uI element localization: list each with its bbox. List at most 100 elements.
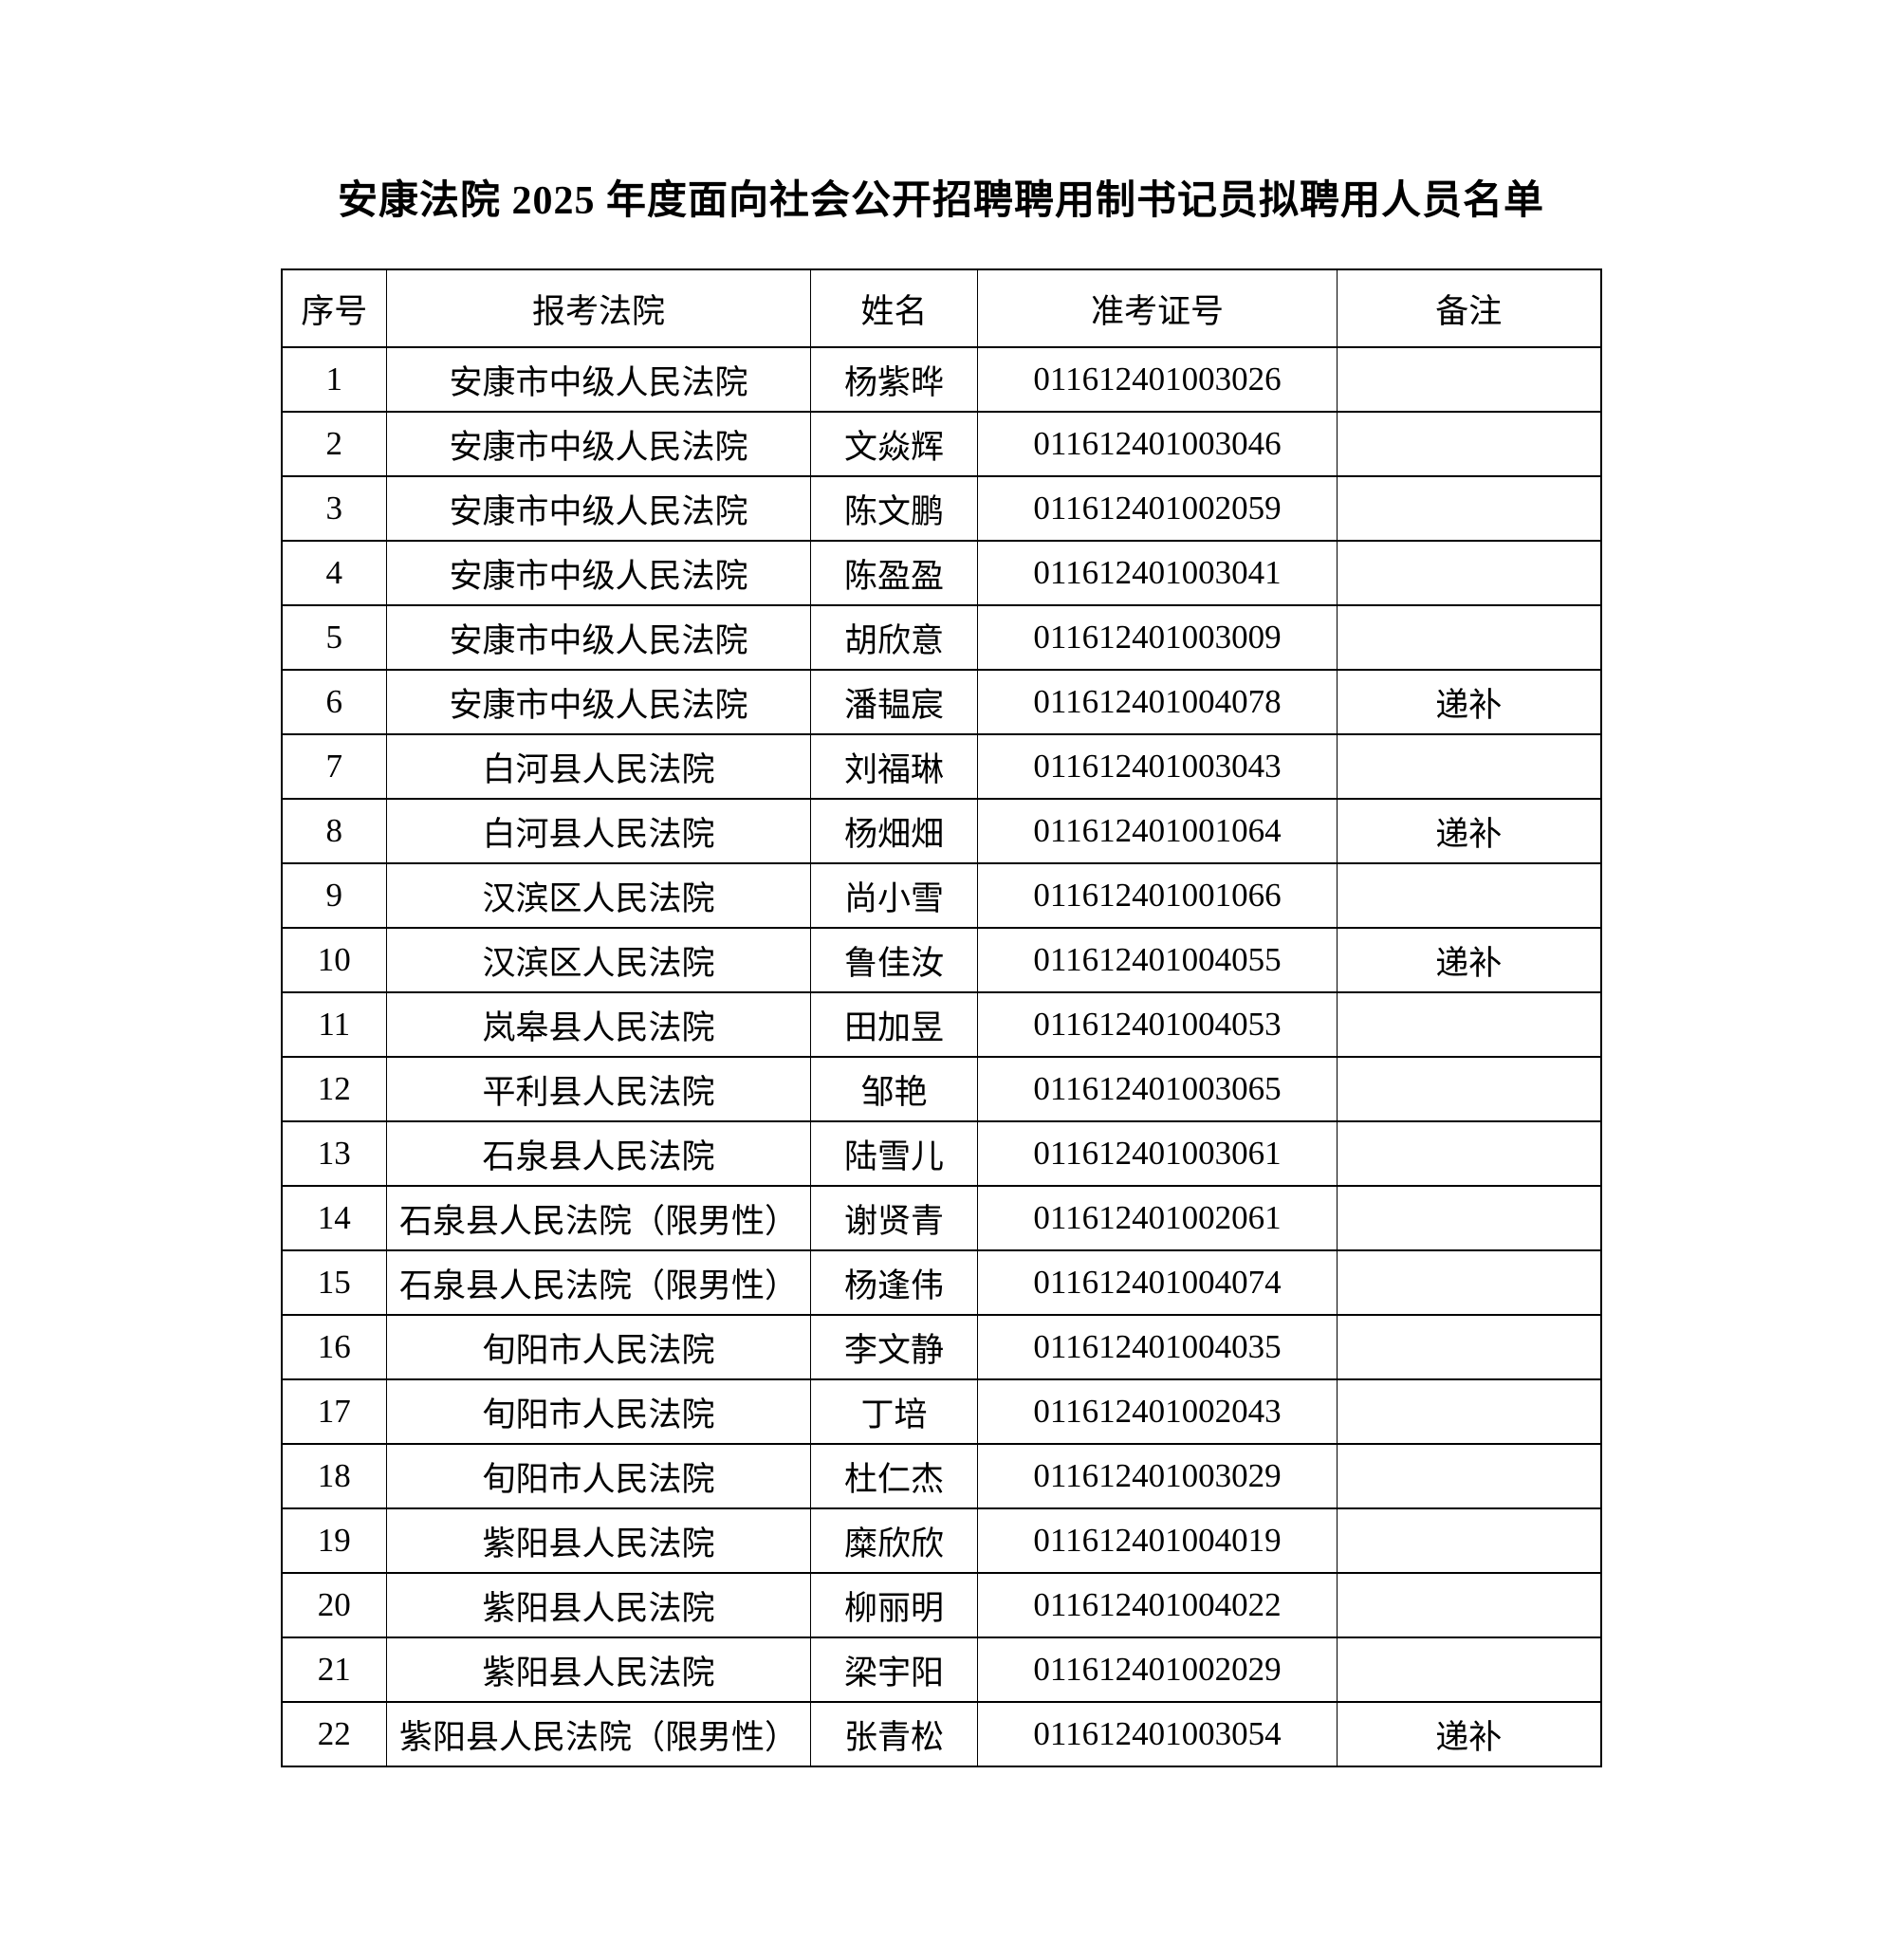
- cell-remark: [1337, 1378, 1601, 1445]
- cell-ticket: 011612401003046: [977, 411, 1338, 477]
- cell-no: 16: [281, 1314, 387, 1380]
- cell-ticket: 011612401001066: [977, 862, 1338, 929]
- cell-name: 李文静: [810, 1314, 978, 1380]
- cell-ticket: 011612401004053: [977, 991, 1338, 1058]
- cell-court: 汉滨区人民法院: [386, 862, 811, 929]
- cell-no: 4: [281, 540, 387, 606]
- table-row: 2 安康市中级人民法院 文焱辉 011612401003046: [281, 411, 1601, 477]
- table-row: 17 旬阳市人民法院 丁培 011612401002043: [281, 1378, 1601, 1445]
- table-row: 10 汉滨区人民法院 鲁佳汝 011612401004055 递补: [281, 927, 1601, 993]
- cell-no: 19: [281, 1507, 387, 1574]
- cell-court: 岚皋县人民法院: [386, 991, 811, 1058]
- cell-no: 21: [281, 1636, 387, 1703]
- table-row: 7 白河县人民法院 刘福琳 011612401003043: [281, 733, 1601, 800]
- cell-remark: [1337, 540, 1601, 606]
- cell-court: 安康市中级人民法院: [386, 669, 811, 735]
- cell-court: 旬阳市人民法院: [386, 1378, 811, 1445]
- cell-ticket: 011612401003009: [977, 604, 1338, 671]
- cell-court: 安康市中级人民法院: [386, 411, 811, 477]
- cell-remark: [1337, 1120, 1601, 1187]
- cell-court: 紫阳县人民法院（限男性）: [386, 1701, 811, 1767]
- cell-name: 杜仁杰: [810, 1443, 978, 1509]
- cell-ticket: 011612401002043: [977, 1378, 1338, 1445]
- cell-court: 安康市中级人民法院: [386, 346, 811, 413]
- cell-ticket: 011612401004078: [977, 669, 1338, 735]
- cell-name: 胡欣意: [810, 604, 978, 671]
- cell-name: 丁培: [810, 1378, 978, 1445]
- cell-name: 糜欣欣: [810, 1507, 978, 1574]
- cell-court: 石泉县人民法院（限男性）: [386, 1185, 811, 1251]
- cell-name: 张青松: [810, 1701, 978, 1767]
- cell-no: 2: [281, 411, 387, 477]
- cell-court: 安康市中级人民法院: [386, 475, 811, 542]
- cell-no: 15: [281, 1249, 387, 1316]
- table-row: 3 安康市中级人民法院 陈文鹏 011612401002059: [281, 475, 1601, 542]
- cell-remark: 递补: [1337, 798, 1601, 864]
- cell-court: 汉滨区人民法院: [386, 927, 811, 993]
- cell-name: 谢贤青: [810, 1185, 978, 1251]
- cell-no: 17: [281, 1378, 387, 1445]
- cell-no: 9: [281, 862, 387, 929]
- cell-ticket: 011612401003041: [977, 540, 1338, 606]
- table-row: 22 紫阳县人民法院（限男性） 张青松 011612401003054 递补: [281, 1701, 1601, 1767]
- cell-court: 安康市中级人民法院: [386, 604, 811, 671]
- cell-remark: 递补: [1337, 669, 1601, 735]
- cell-court: 紫阳县人民法院: [386, 1572, 811, 1638]
- cell-remark: [1337, 411, 1601, 477]
- table-row: 11 岚皋县人民法院 田加昱 011612401004053: [281, 991, 1601, 1058]
- cell-court: 旬阳市人民法院: [386, 1314, 811, 1380]
- cell-name: 潘韫宸: [810, 669, 978, 735]
- cell-no: 8: [281, 798, 387, 864]
- cell-ticket: 011612401003054: [977, 1701, 1338, 1767]
- cell-court: 安康市中级人民法院: [386, 540, 811, 606]
- cell-court: 旬阳市人民法院: [386, 1443, 811, 1509]
- cell-ticket: 011612401004019: [977, 1507, 1338, 1574]
- cell-remark: [1337, 1443, 1601, 1509]
- cell-no: 13: [281, 1120, 387, 1187]
- cell-no: 7: [281, 733, 387, 800]
- cell-ticket: 011612401003026: [977, 346, 1338, 413]
- table-header-row: 序号 报考法院 姓名 准考证号 备注: [281, 268, 1601, 348]
- cell-remark: [1337, 991, 1601, 1058]
- cell-no: 3: [281, 475, 387, 542]
- table-row: 13 石泉县人民法院 陆雪儿 011612401003061: [281, 1120, 1601, 1187]
- cell-court: 平利县人民法院: [386, 1056, 811, 1122]
- cell-name: 田加昱: [810, 991, 978, 1058]
- cell-name: 邹艳: [810, 1056, 978, 1122]
- cell-ticket: 011612401002029: [977, 1636, 1338, 1703]
- cell-no: 5: [281, 604, 387, 671]
- cell-ticket: 011612401001064: [977, 798, 1338, 864]
- header-ticket: 准考证号: [977, 268, 1338, 348]
- cell-remark: [1337, 475, 1601, 542]
- header-remark: 备注: [1337, 268, 1601, 348]
- table-row: 12 平利县人民法院 邹艳 011612401003065: [281, 1056, 1601, 1122]
- cell-no: 6: [281, 669, 387, 735]
- cell-remark: [1337, 1507, 1601, 1574]
- table-row: 16 旬阳市人民法院 李文静 011612401004035: [281, 1314, 1601, 1380]
- cell-ticket: 011612401003043: [977, 733, 1338, 800]
- cell-ticket: 011612401003065: [977, 1056, 1338, 1122]
- table-row: 21 紫阳县人民法院 梁宇阳 011612401002029: [281, 1636, 1601, 1703]
- document-title: 安康法院 2025 年度面向社会公开招聘聘用制书记员拟聘用人员名单: [337, 179, 1544, 223]
- table-row: 14 石泉县人民法院（限男性） 谢贤青 011612401002061: [281, 1185, 1601, 1251]
- table-row: 4 安康市中级人民法院 陈盈盈 011612401003041: [281, 540, 1601, 606]
- cell-remark: 递补: [1337, 927, 1601, 993]
- cell-court: 石泉县人民法院（限男性）: [386, 1249, 811, 1316]
- hire-roster-table: 序号 报考法院 姓名 准考证号 备注 1 安康市中级人民法院 杨紫晔 01161240…: [280, 268, 1602, 1767]
- cell-no: 12: [281, 1056, 387, 1122]
- cell-remark: [1337, 1056, 1601, 1122]
- cell-ticket: 011612401002061: [977, 1185, 1338, 1251]
- cell-name: 陈盈盈: [810, 540, 978, 606]
- cell-no: 11: [281, 991, 387, 1058]
- header-court: 报考法院: [386, 268, 811, 348]
- cell-name: 鲁佳汝: [810, 927, 978, 993]
- cell-name: 梁宇阳: [810, 1636, 978, 1703]
- cell-ticket: 011612401004022: [977, 1572, 1338, 1638]
- cell-ticket: 011612401002059: [977, 475, 1338, 542]
- cell-ticket: 011612401004055: [977, 927, 1338, 993]
- cell-remark: 递补: [1337, 1701, 1601, 1767]
- cell-court: 白河县人民法院: [386, 733, 811, 800]
- cell-remark: [1337, 1314, 1601, 1380]
- cell-name: 杨紫晔: [810, 346, 978, 413]
